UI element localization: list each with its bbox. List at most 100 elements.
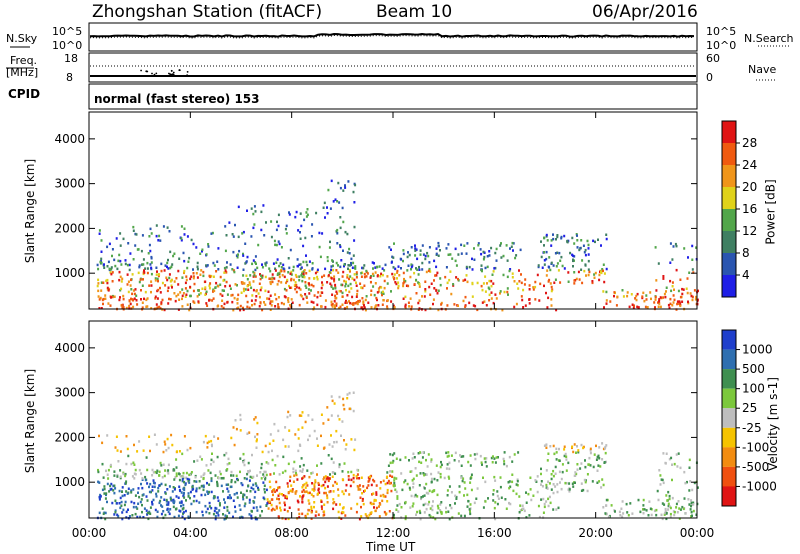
power-cell — [338, 289, 341, 293]
power-cell — [418, 268, 421, 271]
velocity-cell — [366, 486, 369, 490]
velocity-cell — [515, 483, 518, 486]
velocity-cell — [311, 488, 314, 491]
velocity-cell — [330, 395, 333, 398]
power-cell — [159, 291, 162, 294]
velocity-cell — [143, 507, 146, 510]
velocity-cell — [308, 434, 311, 438]
power-cell — [466, 242, 469, 245]
power-cell — [484, 275, 487, 278]
power-cell — [290, 278, 293, 282]
power-cell — [506, 290, 509, 294]
power-cell — [522, 288, 525, 292]
power-cell — [390, 300, 393, 303]
power-cell — [371, 261, 374, 264]
power-cell — [274, 293, 277, 296]
power-cell — [217, 285, 220, 288]
velocity-cell — [437, 507, 440, 510]
beam-label: Beam 10 — [376, 2, 453, 22]
velocity-cell — [361, 497, 364, 501]
power-heatmap — [96, 179, 699, 312]
power-cell — [140, 289, 142, 292]
velocity-cell — [182, 471, 185, 475]
velocity-cell — [297, 508, 300, 511]
velocity-cell — [667, 502, 670, 506]
velocity-cell — [522, 507, 525, 510]
velocity-colorbar-swatch — [722, 486, 736, 506]
velocity-cell — [555, 508, 558, 511]
velocity-cell — [665, 517, 668, 521]
velocity-cell — [241, 483, 244, 487]
power-cell — [415, 292, 418, 295]
velocity-cell — [432, 489, 435, 493]
velocity-cell — [521, 504, 524, 507]
velocity-cell — [494, 501, 497, 504]
velocity-cell — [416, 510, 419, 514]
velocity-cell — [667, 490, 670, 494]
power-cell — [349, 282, 352, 286]
velocity-cell — [677, 452, 680, 455]
power-cell — [221, 299, 224, 302]
velocity-colorbar-swatch — [722, 369, 736, 389]
velocity-cell — [675, 453, 678, 456]
velocity-cell — [602, 483, 605, 487]
power-cell — [406, 255, 409, 259]
power-cell — [672, 301, 675, 304]
velocity-cell — [642, 512, 645, 515]
velocity-cell — [245, 496, 248, 499]
velocity-cell — [188, 481, 191, 484]
velocity-cell — [102, 476, 105, 479]
velocity-cell — [133, 477, 136, 480]
power-cell — [275, 228, 278, 232]
velocity-cell — [457, 512, 460, 515]
velocity-cell — [373, 498, 376, 502]
power-cell — [519, 248, 522, 252]
velocity-cell — [379, 481, 382, 484]
power-cell — [658, 302, 661, 305]
velocity-cell — [458, 460, 460, 463]
power-cell — [102, 281, 105, 284]
power-cell — [347, 264, 350, 267]
velocity-cell — [565, 469, 568, 472]
velocity-cell — [124, 472, 127, 476]
power-cell — [352, 261, 355, 265]
power-cell — [135, 299, 138, 302]
power-cell — [324, 305, 327, 309]
velocity-cell — [165, 449, 168, 452]
velocity-cell — [659, 483, 662, 486]
velocity-colorbar-swatch — [722, 349, 736, 370]
power-cell — [106, 245, 109, 249]
velocity-cell — [271, 458, 274, 462]
velocity-cell — [469, 464, 472, 467]
velocity-cell — [202, 440, 205, 444]
power-cell — [382, 299, 385, 302]
power-cell — [292, 278, 295, 282]
velocity-cell — [653, 509, 656, 513]
power-cell — [462, 279, 465, 282]
power-cell — [169, 250, 172, 254]
velocity-cell — [425, 507, 428, 511]
power-cell — [104, 294, 107, 297]
power-cell — [327, 274, 330, 277]
power-cell — [548, 266, 551, 269]
velocity-cell — [151, 502, 154, 506]
power-cell — [429, 270, 432, 273]
power-cell — [277, 240, 280, 243]
power-colorbar-swatch — [722, 253, 736, 275]
velocity-cell — [176, 450, 178, 453]
velocity-cell — [297, 449, 300, 453]
power-cell — [635, 294, 638, 298]
power-cell — [339, 305, 342, 309]
velocity-cell — [160, 482, 163, 486]
power-cell — [669, 242, 672, 245]
velocity-cell — [356, 485, 359, 488]
power-cell — [255, 295, 258, 298]
velocity-cell — [132, 461, 135, 464]
velocity-cell — [355, 510, 358, 514]
velocity-cell — [243, 477, 246, 480]
power-cell — [355, 273, 358, 276]
power-cell — [350, 257, 353, 261]
velocity-cell — [182, 487, 185, 491]
velocity-cell — [424, 473, 427, 476]
power-cell — [278, 271, 281, 275]
